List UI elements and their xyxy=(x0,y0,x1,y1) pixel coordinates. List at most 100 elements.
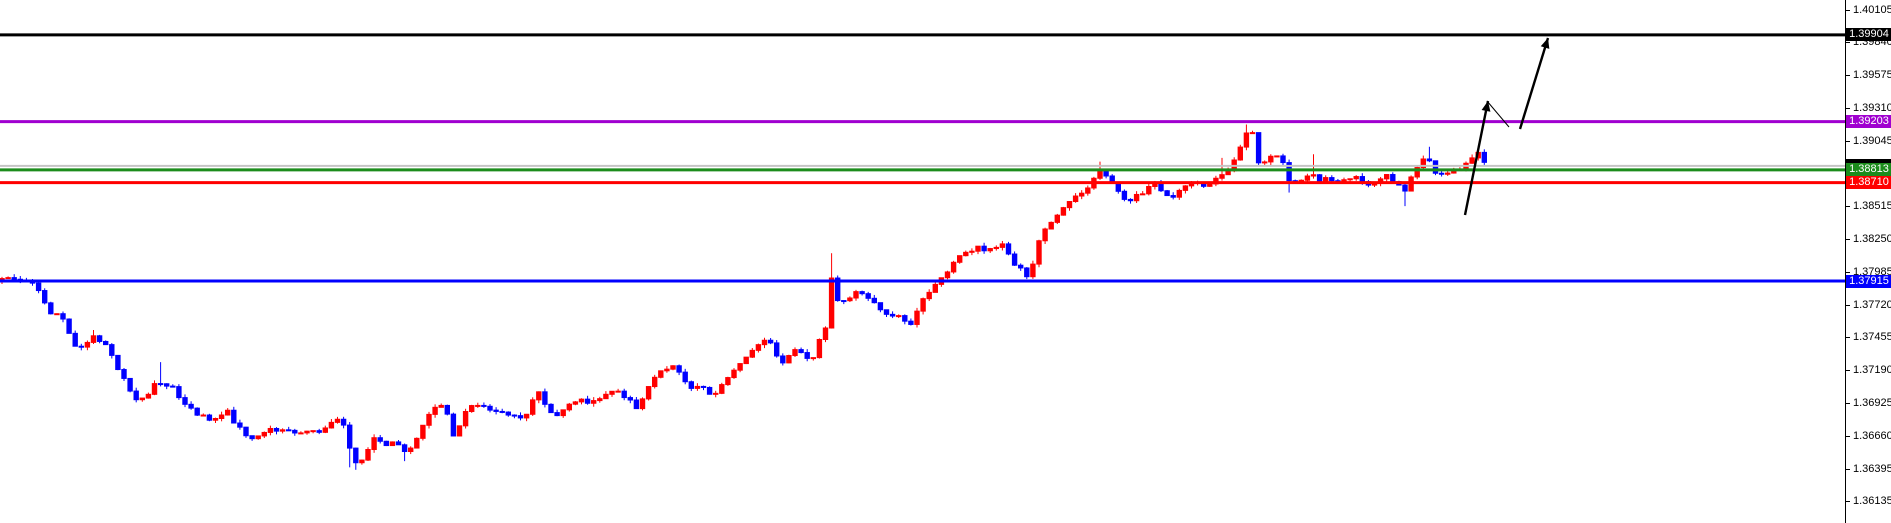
candle-bear xyxy=(859,291,865,295)
candle-bear xyxy=(444,404,451,415)
candle-bull xyxy=(536,391,542,401)
candle-bear xyxy=(584,398,591,404)
candle-bull xyxy=(999,243,1006,248)
candle-bull xyxy=(420,424,426,439)
candle-bull xyxy=(530,399,536,415)
candle-bull xyxy=(328,421,335,429)
candle-bear xyxy=(1432,160,1439,174)
candle-bull xyxy=(371,437,377,451)
candle-bear xyxy=(1286,162,1292,182)
candle-bull xyxy=(1268,155,1274,163)
candle-bear xyxy=(1255,132,1262,164)
candle-bull xyxy=(212,417,219,421)
candle-bear xyxy=(103,340,109,346)
candle-bear xyxy=(340,418,347,426)
candle-bull xyxy=(609,390,615,395)
candle-bull xyxy=(591,400,597,404)
candle-bull xyxy=(1133,193,1140,202)
candle-bear xyxy=(115,354,121,371)
chart-canvas[interactable] xyxy=(0,0,1845,523)
tick-label: 1.37190 xyxy=(1853,364,1891,377)
arrowhead xyxy=(1540,38,1550,49)
candle-bull xyxy=(462,410,469,427)
price-axis[interactable]: 1.401051.398401.395751.393101.390451.387… xyxy=(1845,0,1891,523)
candle-bull xyxy=(1384,174,1390,180)
candle-bull xyxy=(914,310,920,325)
candle-bull xyxy=(761,339,768,346)
candle-bull xyxy=(523,413,530,419)
candle-bull xyxy=(145,393,152,399)
candle-bull xyxy=(1140,193,1146,196)
candle-bear xyxy=(633,399,640,410)
candle-bull xyxy=(426,413,432,426)
candle-bull xyxy=(90,335,97,343)
candle-bull xyxy=(1048,221,1054,230)
candle-bull xyxy=(725,377,731,386)
candle-bull xyxy=(603,393,609,400)
candle-bull xyxy=(975,245,981,252)
candle-bear xyxy=(554,412,560,417)
hline-blue-support-badge[interactable]: 1.37915 xyxy=(1846,274,1891,288)
candle-bull xyxy=(749,349,755,358)
candle-bear xyxy=(401,444,408,453)
candle-bear xyxy=(798,349,804,354)
candle-bear xyxy=(395,441,402,446)
tick-label: 1.36660 xyxy=(1853,429,1891,442)
candle-bull xyxy=(828,277,835,329)
candle-bear xyxy=(194,407,200,416)
candle-bull xyxy=(5,277,11,280)
tick-label: 1.36925 xyxy=(1853,397,1891,410)
candle-bull xyxy=(969,250,975,253)
candle-bull xyxy=(54,313,60,316)
candle-bear xyxy=(1426,158,1433,162)
candle-bull xyxy=(670,365,676,370)
candle-bear xyxy=(66,318,72,334)
candle-bull xyxy=(1085,187,1091,194)
candle-bull xyxy=(713,392,719,395)
candle-bear xyxy=(206,414,213,421)
candle-bull xyxy=(475,404,481,407)
tick-mark xyxy=(1846,271,1850,273)
hline-red-level-badge[interactable]: 1.38710 xyxy=(1846,176,1891,190)
candle-bull xyxy=(139,397,146,401)
candle-bear xyxy=(487,405,493,411)
candle-bear xyxy=(127,377,133,392)
candle-bear xyxy=(170,385,176,388)
candle-bull xyxy=(1420,158,1426,169)
hline-black-resistance-badge[interactable]: 1.39904 xyxy=(1846,28,1891,42)
candle-bear xyxy=(621,390,627,399)
trend-connector-line[interactable] xyxy=(1486,100,1510,128)
candle-bear xyxy=(841,300,847,303)
candle-bull xyxy=(1079,192,1085,197)
tick-label: 1.39045 xyxy=(1853,134,1891,147)
tick-label: 1.36395 xyxy=(1853,462,1891,475)
candle-bear xyxy=(243,426,249,437)
candle-bull xyxy=(1207,183,1213,187)
candle-bear xyxy=(1329,177,1335,182)
candle-bear xyxy=(774,342,780,357)
candle-bear xyxy=(835,277,841,302)
projection-arrow[interactable] xyxy=(1463,100,1490,216)
candle-bull xyxy=(334,418,341,423)
hline-purple-resistance-badge[interactable]: 1.39203 xyxy=(1846,115,1891,129)
candle-bear xyxy=(42,290,48,304)
candle-bull xyxy=(1066,201,1073,209)
candle-bear xyxy=(688,381,694,389)
candle-bull xyxy=(1274,155,1280,158)
candle-bull xyxy=(1353,176,1359,180)
candle-bear xyxy=(1280,155,1286,164)
projection-arrow[interactable] xyxy=(1518,37,1550,130)
candle-bull xyxy=(151,383,158,395)
candle-bull xyxy=(1182,185,1189,191)
tick-mark xyxy=(1846,9,1850,11)
candle-bull xyxy=(658,370,664,378)
candle-bear xyxy=(377,437,383,442)
tick-label: 1.39310 xyxy=(1853,101,1891,114)
candle-bull xyxy=(359,459,365,464)
candle-bear xyxy=(1127,198,1134,202)
hline-green-level-badge[interactable]: 1.38813 xyxy=(1846,163,1891,177)
candle-bull xyxy=(578,398,585,403)
candle-bull xyxy=(810,357,816,360)
candle-bear xyxy=(347,424,353,449)
candle-bull xyxy=(853,291,859,299)
